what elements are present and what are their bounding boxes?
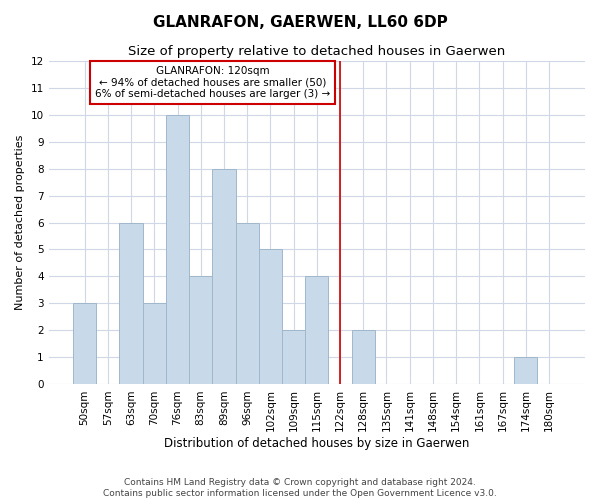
Title: Size of property relative to detached houses in Gaerwen: Size of property relative to detached ho… — [128, 45, 505, 58]
Bar — [352, 330, 375, 384]
Bar — [236, 222, 259, 384]
Y-axis label: Number of detached properties: Number of detached properties — [15, 135, 25, 310]
Bar — [189, 276, 212, 384]
Text: Contains HM Land Registry data © Crown copyright and database right 2024.
Contai: Contains HM Land Registry data © Crown c… — [103, 478, 497, 498]
Bar — [166, 114, 189, 384]
Text: GLANRAFON, GAERWEN, LL60 6DP: GLANRAFON, GAERWEN, LL60 6DP — [152, 15, 448, 30]
X-axis label: Distribution of detached houses by size in Gaerwen: Distribution of detached houses by size … — [164, 437, 470, 450]
Bar — [143, 304, 166, 384]
Bar — [282, 330, 305, 384]
Bar — [212, 168, 236, 384]
Bar — [119, 222, 143, 384]
Text: GLANRAFON: 120sqm
← 94% of detached houses are smaller (50)
6% of semi-detached : GLANRAFON: 120sqm ← 94% of detached hous… — [95, 66, 330, 99]
Bar — [73, 304, 96, 384]
Bar — [305, 276, 328, 384]
Bar — [259, 250, 282, 384]
Bar — [514, 358, 538, 384]
